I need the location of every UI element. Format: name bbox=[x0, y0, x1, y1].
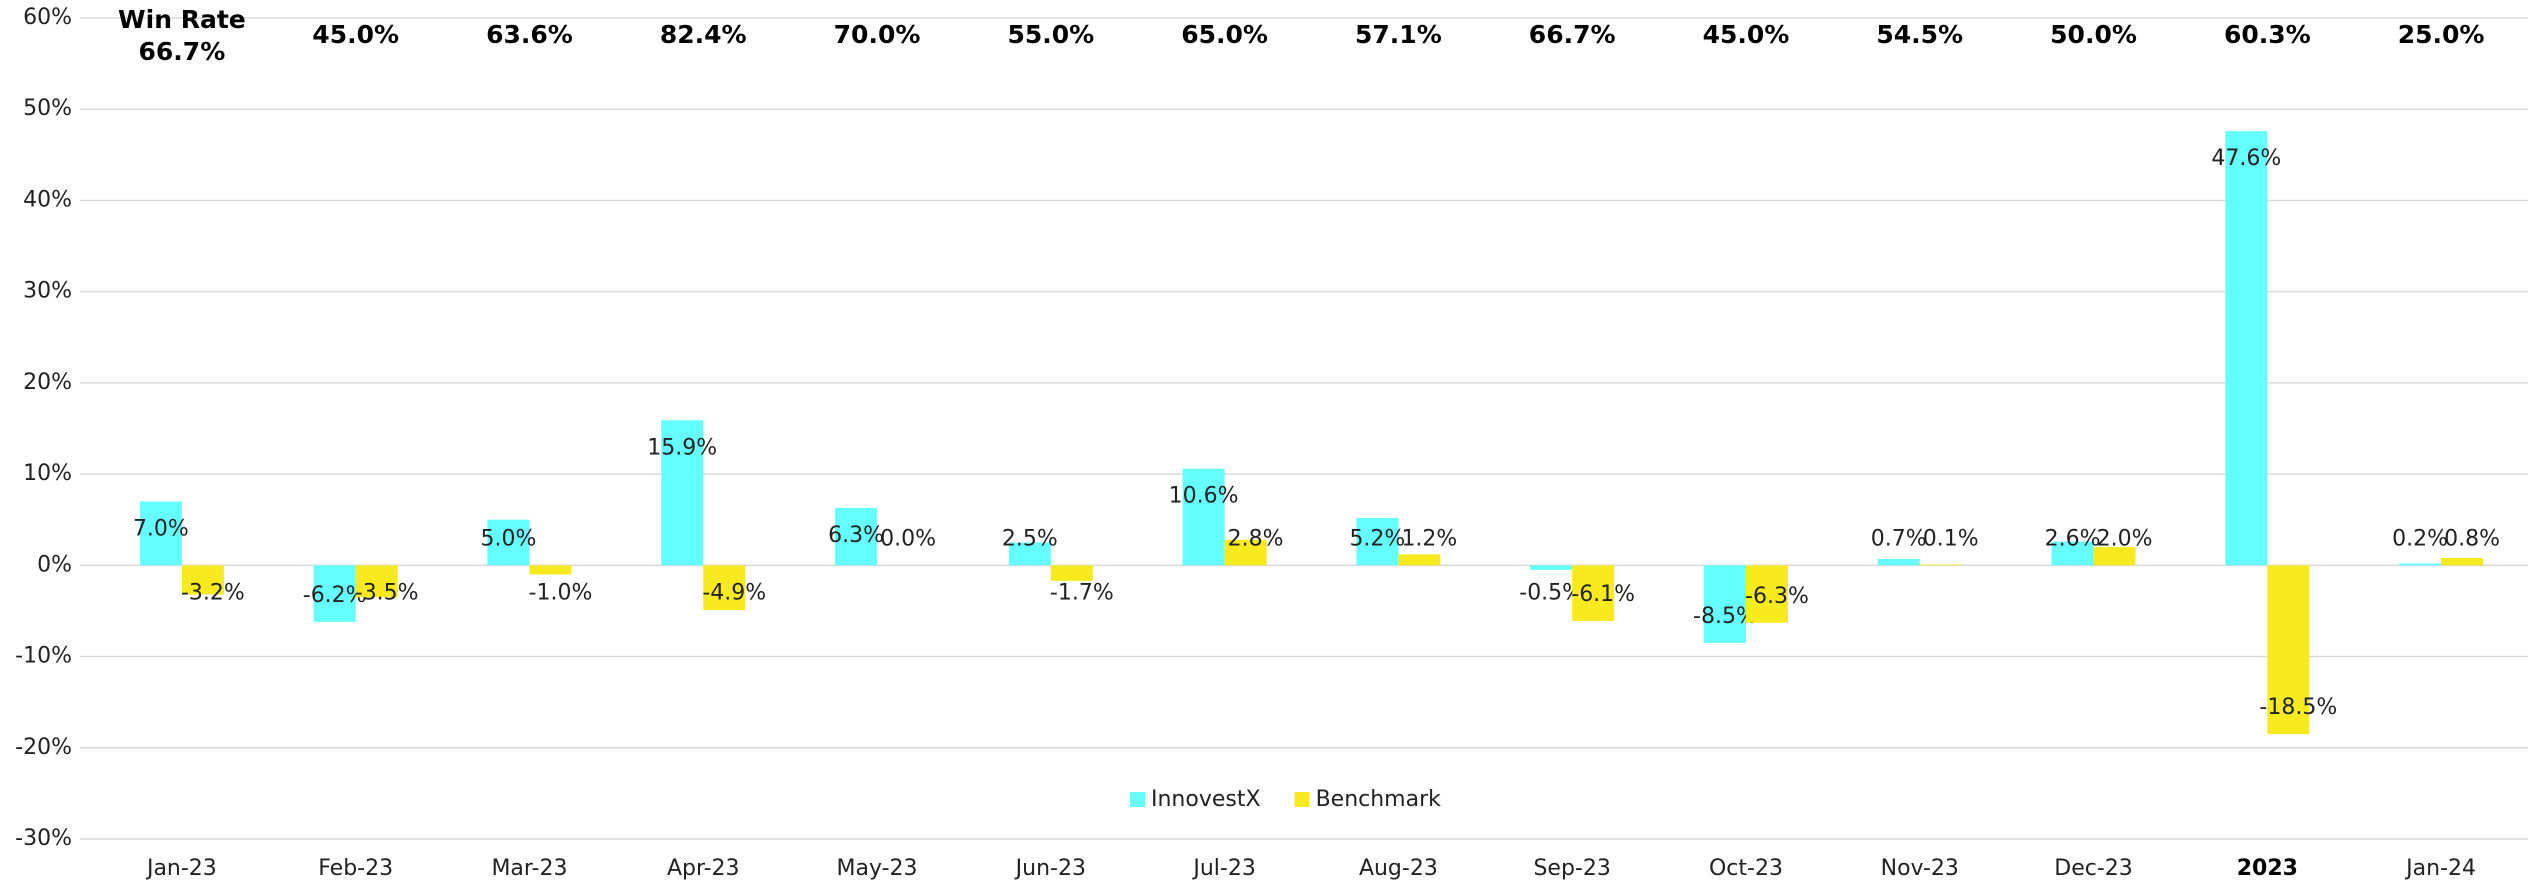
bar bbox=[661, 420, 704, 566]
win-rate: 54.5% bbox=[1876, 20, 1963, 49]
win-rate: 70.0% bbox=[834, 20, 921, 49]
value-label: 2.5% bbox=[1002, 526, 1058, 551]
bar bbox=[1703, 565, 1746, 643]
win-rate: 55.0% bbox=[1007, 20, 1094, 49]
bar bbox=[487, 519, 530, 566]
x-tick-label: Sep-23 bbox=[1533, 856, 1610, 881]
value-label: 15.9% bbox=[647, 435, 717, 460]
win-rate: 82.4% bbox=[660, 20, 747, 49]
bar bbox=[2093, 547, 2136, 566]
win-rate: 63.6% bbox=[486, 20, 573, 49]
value-label: 47.6% bbox=[2211, 146, 2281, 171]
value-label: 0.1% bbox=[1923, 526, 1979, 551]
win-rate: 50.0% bbox=[2050, 20, 2137, 49]
bar bbox=[1008, 542, 1051, 566]
x-tick-label: Mar-23 bbox=[491, 856, 567, 881]
bar bbox=[139, 501, 182, 566]
y-tick-label: 20% bbox=[23, 370, 72, 395]
value-label: -6.1% bbox=[1571, 582, 1635, 607]
value-label: -3.2% bbox=[181, 580, 245, 605]
bar bbox=[2051, 541, 2094, 566]
legend-swatch bbox=[1130, 792, 1145, 807]
value-label: 5.2% bbox=[1349, 526, 1405, 551]
value-label: 0.8% bbox=[2444, 526, 2500, 551]
bar bbox=[1356, 517, 1399, 566]
value-label: -4.9% bbox=[702, 580, 766, 605]
value-label: -6.3% bbox=[1745, 584, 1809, 609]
bar bbox=[181, 565, 224, 595]
value-label: -1.0% bbox=[529, 580, 593, 605]
win-rate: 65.0% bbox=[1181, 20, 1268, 49]
win-rate: 45.0% bbox=[312, 20, 399, 49]
legend-swatch bbox=[1294, 792, 1310, 807]
x-tick-label: Aug-23 bbox=[1359, 856, 1438, 881]
x-tick-label: Jan-24 bbox=[2404, 856, 2476, 881]
win-rate: 66.7% bbox=[1529, 20, 1616, 49]
value-label: -18.5% bbox=[2259, 695, 2337, 720]
bar bbox=[2399, 563, 2442, 566]
y-tick-label: -20% bbox=[15, 735, 72, 760]
bar bbox=[355, 565, 398, 598]
bar bbox=[1224, 539, 1267, 566]
x-tick-label: Feb-23 bbox=[318, 856, 393, 881]
x-tick-label: May-23 bbox=[837, 856, 918, 881]
bar bbox=[2441, 558, 2484, 566]
y-tick-label: 40% bbox=[23, 187, 72, 212]
value-label: -1.7% bbox=[1050, 580, 1114, 605]
value-label: 2.8% bbox=[1228, 526, 1284, 551]
x-tick-label: Jan-23 bbox=[145, 856, 217, 881]
x-tick-label: Nov-23 bbox=[1881, 856, 1959, 881]
win-rate: 57.1% bbox=[1355, 20, 1442, 49]
value-label: 2.0% bbox=[2097, 526, 2153, 551]
bar bbox=[2225, 131, 2268, 566]
y-tick-label: 30% bbox=[23, 279, 72, 304]
bar bbox=[529, 565, 572, 575]
value-label: 7.0% bbox=[133, 516, 189, 541]
bar bbox=[703, 565, 746, 611]
value-label: 0.7% bbox=[1871, 526, 1927, 551]
bar bbox=[1572, 565, 1615, 621]
bar bbox=[1919, 564, 1962, 566]
value-label: 0.0% bbox=[880, 526, 936, 551]
y-tick-label: 10% bbox=[23, 461, 72, 486]
legend-label: Benchmark bbox=[1316, 787, 1442, 812]
y-tick-label: 0% bbox=[37, 552, 72, 577]
bar bbox=[1530, 565, 1573, 570]
value-label: 6.3% bbox=[828, 523, 884, 548]
x-tick-label: Jun-23 bbox=[1014, 856, 1086, 881]
x-tick-label: 2023 bbox=[2237, 856, 2298, 881]
value-label: 5.0% bbox=[481, 526, 537, 551]
y-tick-label: 60% bbox=[23, 5, 72, 30]
y-tick-label: -30% bbox=[15, 826, 72, 851]
value-label: 1.2% bbox=[1401, 526, 1457, 551]
bar bbox=[1745, 565, 1788, 623]
x-tick-label: Apr-23 bbox=[667, 856, 740, 881]
bar bbox=[1182, 468, 1225, 566]
win-rate: 25.0% bbox=[2398, 20, 2485, 49]
value-label: -3.5% bbox=[355, 580, 419, 605]
win-rate: 45.0% bbox=[1703, 20, 1790, 49]
x-tick-label: Jul-23 bbox=[1191, 856, 1255, 881]
bar bbox=[1398, 554, 1441, 566]
value-label: 0.2% bbox=[2392, 526, 2448, 551]
win-rate: 60.3% bbox=[2224, 20, 2311, 49]
y-tick-label: -10% bbox=[15, 644, 72, 669]
value-label: 2.6% bbox=[2045, 526, 2101, 551]
bar bbox=[835, 507, 878, 566]
bar bbox=[1877, 558, 1920, 566]
legend-label: InnovestX bbox=[1151, 787, 1261, 812]
bar bbox=[313, 565, 356, 622]
win-rate-title: Win Rate bbox=[118, 5, 246, 34]
value-label: 10.6% bbox=[1169, 484, 1239, 509]
bar bbox=[2267, 565, 2310, 735]
x-tick-label: Oct-23 bbox=[1709, 856, 1783, 881]
win-rate: 66.7% bbox=[139, 37, 226, 66]
x-tick-label: Dec-23 bbox=[2054, 856, 2133, 881]
bar bbox=[1050, 565, 1093, 581]
y-tick-label: 50% bbox=[23, 96, 72, 121]
